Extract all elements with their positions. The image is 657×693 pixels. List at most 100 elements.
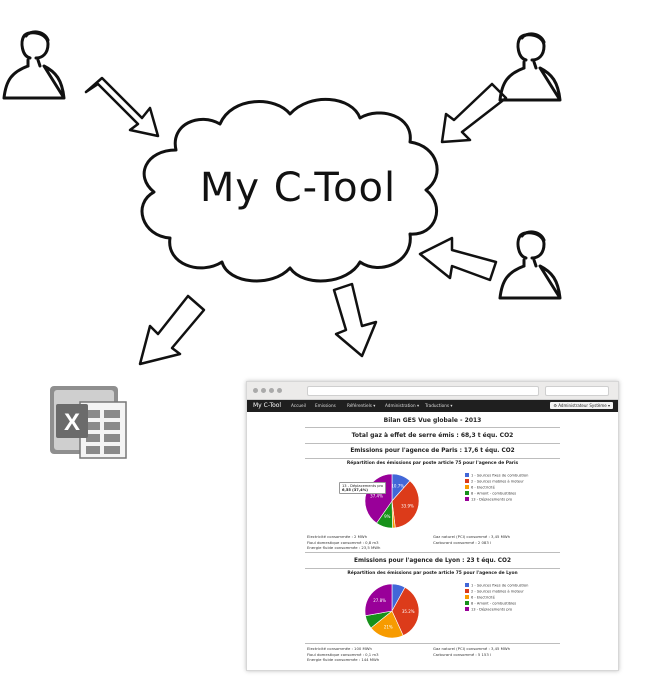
legend-swatch <box>465 497 469 501</box>
legend-label: 1 - Sources fixes de combustion <box>471 583 529 588</box>
legend-item: 1 - Sources fixes de combustion <box>465 473 528 478</box>
stat-line: Energie fluide consommée : 144 MWh <box>307 657 380 662</box>
page-title: Bilan GES Vue globale - 2013 <box>383 417 482 424</box>
paris-heading: Emissions pour l'agence de Paris : 17,6 … <box>350 448 515 454</box>
stat-line: Electricité consommée : 100 MWh <box>307 646 372 651</box>
legend-item: 2 - Sources mobiles à moteur <box>465 589 524 594</box>
nav-referentiels[interactable]: Référentiels ▾ <box>347 403 376 408</box>
total-emissions: Total gaz à effet de serre émis : 68,3 t… <box>351 432 514 439</box>
legend-swatch <box>465 479 469 483</box>
paris-chart-title: Répartition des émissions par poste arti… <box>346 461 519 466</box>
cloud-title: My C-Tool <box>199 165 397 211</box>
pie-slice[interactable] <box>391 586 420 636</box>
legend-item: 13 - Déplacements pro <box>465 607 512 612</box>
pie-value-label: 9% <box>384 514 391 519</box>
arrow-cloud-to-app <box>332 282 378 358</box>
legend-item: 8 - Amont - combustibles <box>465 601 516 606</box>
cloud-shape <box>140 98 439 283</box>
browser-search-box[interactable] <box>545 386 609 396</box>
stat-line: Carburant consommé : 2 083 l <box>433 539 492 545</box>
stat-line: Electricité consommée : 2 MWh <box>307 534 368 539</box>
paris-pie-chart: 10.7% 33.9% 9% 37.4% <box>364 473 420 529</box>
legend-swatch <box>465 595 469 599</box>
stat-line: Fioul domestique consommé : 0,8 m3 <box>307 539 379 545</box>
divider <box>305 458 560 459</box>
legend-item: 6 - Electricité <box>465 595 495 600</box>
home-icon <box>277 388 282 393</box>
pie-value-label: 27.8% <box>373 598 386 603</box>
url-bar[interactable] <box>307 386 539 396</box>
legend-label: 8 - Amont - combustibles <box>471 491 517 496</box>
legend-item: 13 - Déplacements pro <box>465 497 512 502</box>
paris-stats-right: Gaz naturel (PCI) consommé : 3,45 MWh Ca… <box>433 534 510 545</box>
arrow-user3-to-cloud <box>418 236 498 282</box>
nav-administration[interactable]: Administration ▾ <box>385 403 420 408</box>
lyon-stats-right: Gaz naturel (PCI) consommé : 3,45 MWh Ca… <box>433 646 510 657</box>
divider <box>305 552 560 553</box>
svg-text:X: X <box>64 409 80 436</box>
user-icon-top-right <box>498 32 562 102</box>
stat-line: Energie fluide consommée : 23,5 MWh <box>307 545 381 550</box>
stat-line: Fioul domestique consommé : 0,1 m3 <box>307 651 379 657</box>
legend-label: 13 - Déplacements pro <box>471 607 513 612</box>
app-screenshot: My C-Tool Accueil Emissions Référentiels… <box>246 381 619 671</box>
legend-label: 2 - Sources mobiles à moteur <box>471 589 524 594</box>
divider <box>305 427 560 428</box>
pie-slice[interactable] <box>391 480 420 529</box>
stat-line: Carburant consommé : 5 153 l <box>433 651 492 657</box>
legend-swatch <box>465 491 469 495</box>
excel-icon: X <box>50 386 127 459</box>
forward-icon <box>261 388 266 393</box>
legend-item: 2 - Sources mobiles à moteur <box>465 479 524 484</box>
nav-emissions[interactable]: Emissions <box>315 403 336 408</box>
arrow-user1-to-cloud <box>84 76 160 138</box>
legend-label: 6 - Electricité <box>471 485 495 490</box>
pie-slice[interactable] <box>364 583 393 617</box>
app-navbar: My C-Tool Accueil Emissions Référentiels… <box>247 400 618 412</box>
legend-label: 13 - Déplacements pro <box>471 497 513 502</box>
legend-item: 8 - Amont - combustibles <box>465 491 516 496</box>
legend-swatch <box>465 485 469 489</box>
user-icon-mid-right <box>498 230 562 300</box>
legend-swatch <box>465 583 469 587</box>
stat-line: Gaz naturel (PCI) consommé : 3,45 MWh <box>433 534 511 539</box>
lyon-heading: Emissions pour l'agence de Lyon : 23 t é… <box>353 558 512 564</box>
legend-swatch <box>465 607 469 611</box>
nav-traductions[interactable]: Traductions ▾ <box>425 403 453 408</box>
legend-label: 6 - Electricité <box>471 595 495 600</box>
app-brand[interactable]: My C-Tool <box>253 402 282 409</box>
admin-user-button[interactable]: ⚙ Administrateur Système ▾ <box>550 402 613 409</box>
pie-slice[interactable] <box>370 610 404 639</box>
legend-swatch <box>465 473 469 477</box>
tooltip-value: 6,55 (37,4%) <box>342 488 368 492</box>
browser-toolbar <box>247 382 618 400</box>
lyon-pie-chart: 35.2% 21% 27.8% <box>364 583 420 639</box>
tooltip-label: 13 - Déplacements pro <box>342 484 384 488</box>
user-icon-top-left <box>2 30 66 100</box>
pie-value-label: 33.9% <box>401 503 414 508</box>
legend-item: 1 - Sources fixes de combustion <box>465 583 528 588</box>
divider <box>305 568 560 569</box>
stat-line: Gaz naturel (PCI) consommé : 3,45 MWh <box>433 646 511 651</box>
pie-value-label: 10.7% <box>391 483 404 488</box>
legend-item: 6 - Electricité <box>465 485 495 490</box>
arrow-user2-to-cloud <box>440 82 508 144</box>
lyon-stats-left: Electricité consommée : 100 MWh Fioul do… <box>307 646 379 663</box>
nav-accueil[interactable]: Accueil <box>291 403 306 408</box>
lyon-chart-title: Répartition des émissions par poste arti… <box>347 571 518 576</box>
pie-value-label: 21% <box>384 624 393 629</box>
back-icon <box>253 388 258 393</box>
arrow-cloud-to-excel <box>138 294 206 366</box>
reload-icon <box>269 388 274 393</box>
legend-label: 1 - Sources fixes de combustion <box>471 473 529 478</box>
pie-value-label: 35.2% <box>402 609 415 614</box>
legend-label: 8 - Amont - combustibles <box>471 601 517 606</box>
legend-swatch <box>465 589 469 593</box>
paris-stats-left: Electricité consommée : 2 MWh Fioul dome… <box>307 534 380 551</box>
divider <box>305 643 560 644</box>
paris-pie-tooltip: 13 - Déplacements pro 6,55 (37,4%) <box>339 482 387 494</box>
pie-value-label: 37.4% <box>370 494 383 499</box>
divider <box>305 443 560 444</box>
legend-swatch <box>465 601 469 605</box>
